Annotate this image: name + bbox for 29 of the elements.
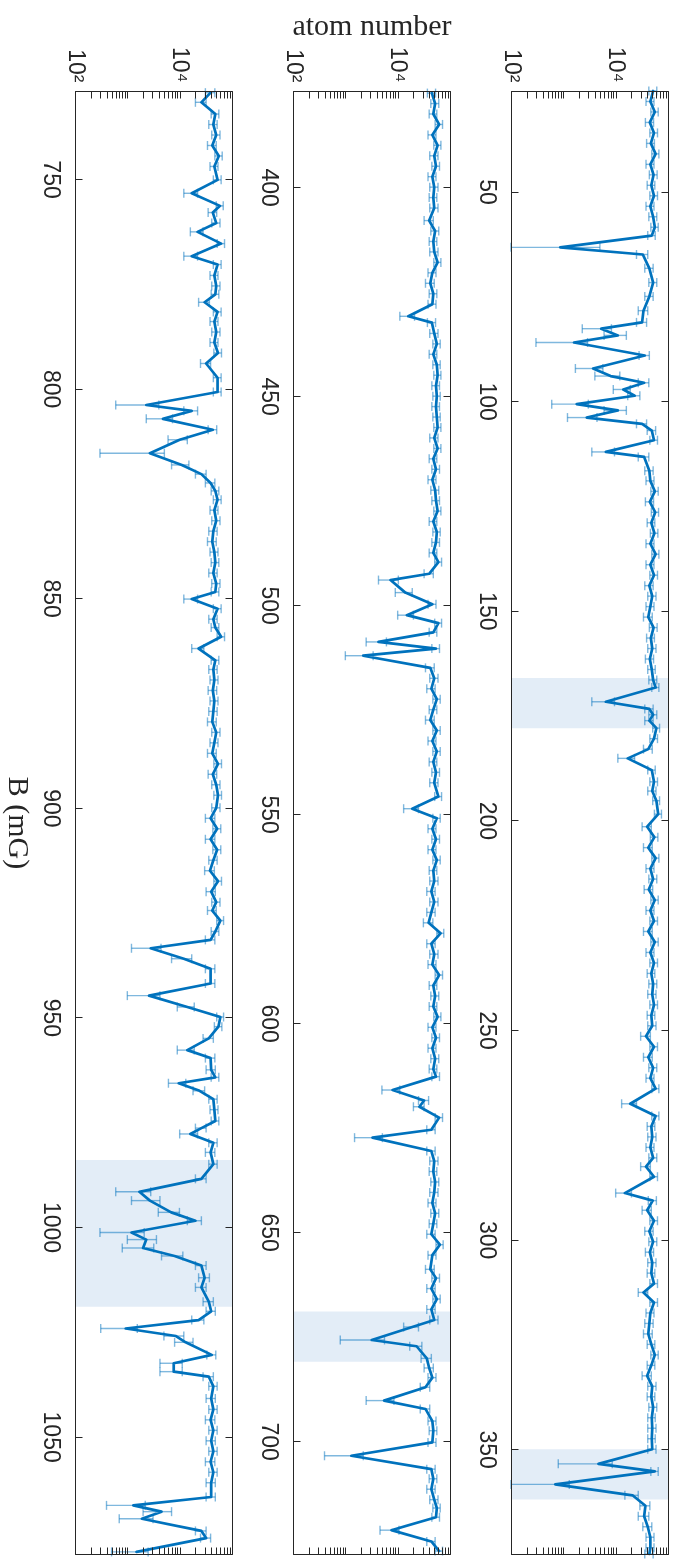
y-tick-label: 200 — [474, 801, 501, 841]
y-tick-label: 300 — [474, 1220, 501, 1260]
y-tick-label: 100 — [474, 382, 501, 421]
x-tick-label: 10² — [281, 49, 308, 83]
y-tick-label: 700 — [256, 1422, 283, 1461]
y-axis-title: B (mG) — [1, 776, 36, 870]
y-tick-label: 50 — [474, 179, 501, 205]
x-axis-title: atom number — [292, 8, 452, 42]
y-tick-label: 650 — [256, 1213, 283, 1252]
y-tick-label: 450 — [256, 377, 283, 416]
y-tick-label: 250 — [474, 1011, 501, 1050]
y-tick-label: 1000 — [38, 1201, 65, 1254]
y-tick-label: 600 — [256, 1004, 283, 1043]
y-tick-label: 350 — [474, 1430, 501, 1469]
y-tick-label: 750 — [38, 160, 65, 199]
x-tick-label: 10² — [499, 49, 526, 83]
y-tick-label: 150 — [474, 592, 501, 631]
y-tick-label: 850 — [38, 579, 65, 618]
y-tick-label: 1050 — [38, 1411, 65, 1463]
y-tick-label: 550 — [256, 795, 283, 834]
x-tick-label: 10⁴ — [604, 47, 631, 83]
x-tick-label: 10⁴ — [168, 47, 195, 83]
x-tick-label: 10² — [63, 49, 90, 83]
y-tick-label: 800 — [38, 369, 65, 409]
y-tick-label: 900 — [38, 789, 65, 828]
y-tick-label: 500 — [256, 586, 283, 625]
x-tick-label: 10⁴ — [386, 47, 413, 83]
y-tick-label: 400 — [256, 168, 283, 207]
y-tick-label: 950 — [38, 998, 65, 1038]
